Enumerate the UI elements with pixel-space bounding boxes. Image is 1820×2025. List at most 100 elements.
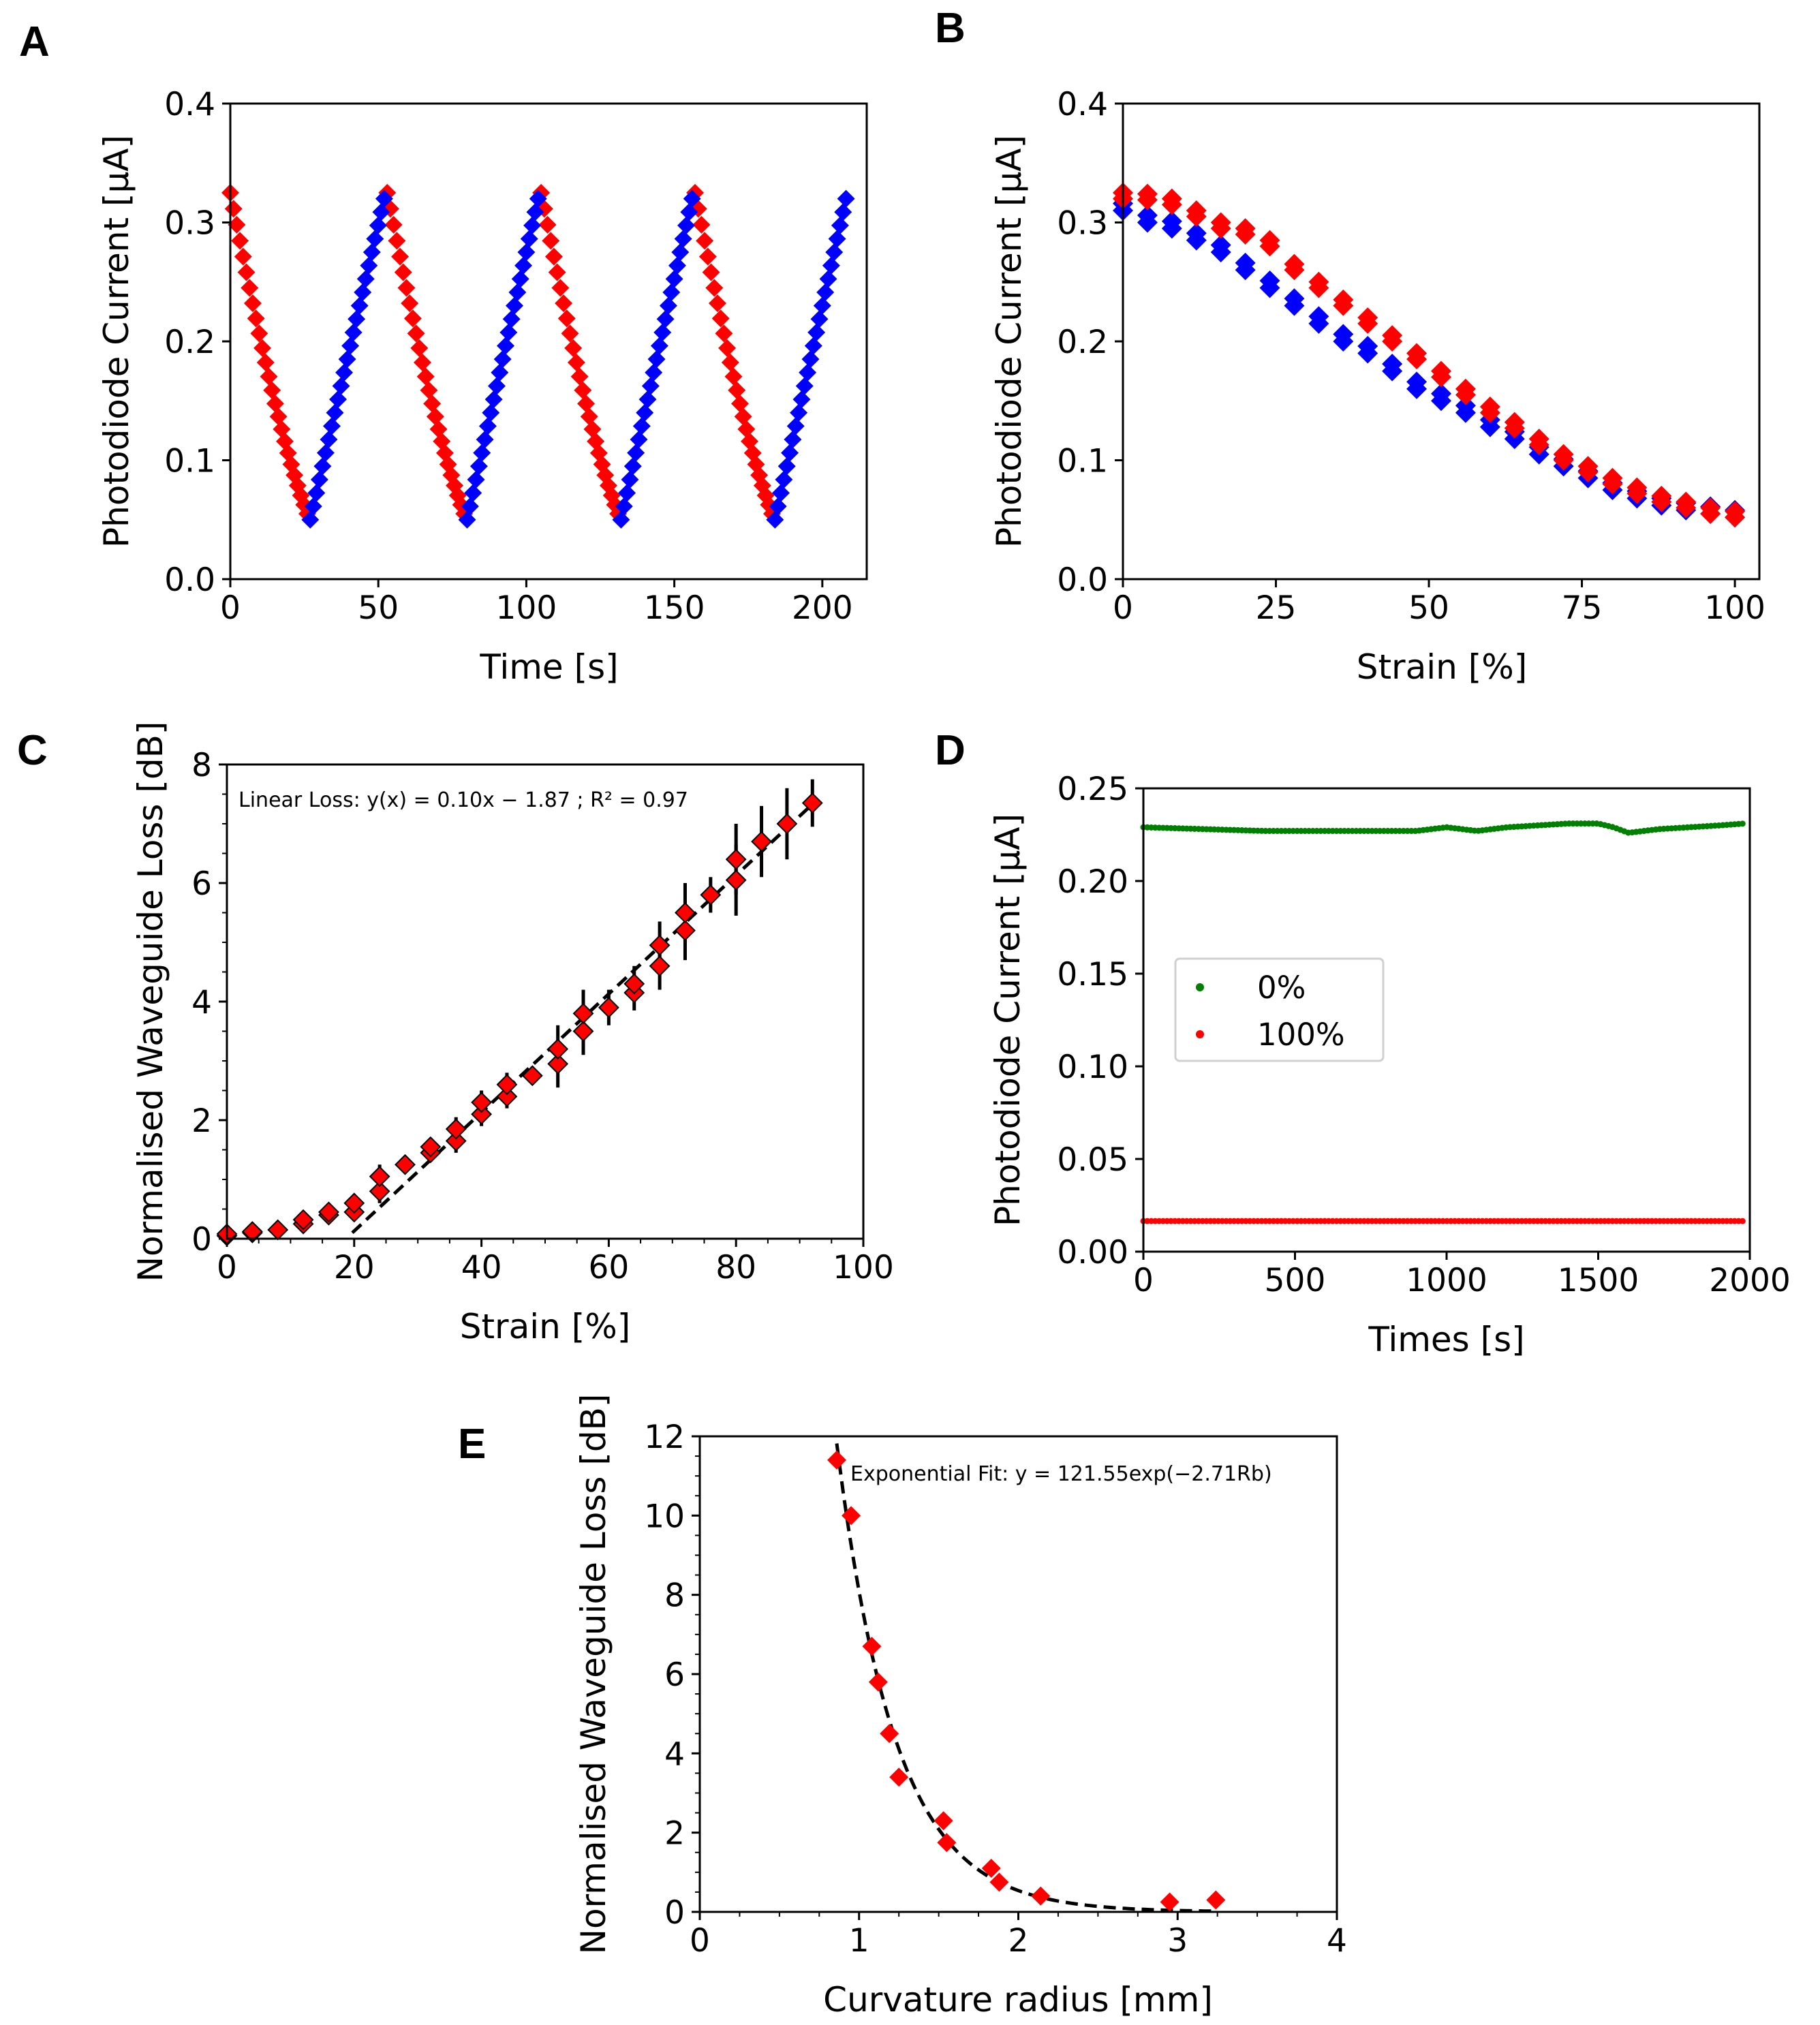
y-axis-label: Photodiode Current [μA]	[988, 814, 1028, 1226]
x-tick-label: 50	[358, 589, 399, 627]
data-point	[711, 309, 730, 328]
data-point	[253, 339, 272, 357]
data-point	[618, 484, 636, 502]
data-point	[557, 309, 576, 328]
panel-a: 0 50 100 150 200 0.0 0.1 0.2 0.3 0.4 Time [s] Photo…	[97, 86, 868, 687]
data-point	[1528, 434, 1549, 455]
y-tick-label: 0.00	[1057, 1234, 1128, 1271]
y-tick-label: 0.4	[1057, 86, 1108, 123]
data-point	[831, 216, 849, 234]
series-release	[301, 189, 855, 529]
data-point	[790, 403, 808, 422]
data-point	[1210, 234, 1231, 256]
data-point	[574, 381, 592, 399]
data-point	[508, 283, 527, 302]
y-tick-label: 6	[664, 1656, 685, 1694]
data-point	[502, 310, 521, 328]
data-point	[804, 337, 822, 355]
data-point	[583, 420, 602, 438]
data-point	[834, 203, 852, 221]
y-tick-label: 4	[664, 1735, 685, 1773]
data-point	[469, 457, 488, 476]
data-point	[766, 510, 784, 529]
data-point	[718, 339, 737, 357]
data-point	[1725, 507, 1746, 528]
data-point	[630, 430, 648, 448]
data-point	[423, 395, 442, 413]
y-tick-label: 8	[191, 747, 212, 784]
data-point	[231, 232, 249, 250]
fit-annotation: Exponential Fit: y = 121.55exp(−2.71Rb)	[850, 1462, 1272, 1486]
data-point	[653, 323, 672, 341]
data-point	[551, 279, 570, 297]
data-point	[572, 1021, 594, 1042]
data-point	[737, 420, 756, 438]
data-point	[458, 510, 476, 529]
data-point	[497, 337, 515, 355]
x-tick-label: 0	[220, 589, 241, 627]
x-tick-label: 1	[849, 1922, 869, 1960]
legend-label: 100%	[1257, 1017, 1345, 1053]
data-point	[329, 390, 348, 409]
data-point	[615, 497, 633, 516]
data-point	[344, 323, 363, 341]
data-point	[564, 339, 583, 357]
x-tick-label: 80	[715, 1249, 756, 1286]
data-point	[636, 403, 654, 422]
data-point	[247, 309, 265, 328]
data-point	[734, 407, 752, 426]
data-point	[623, 973, 645, 995]
data-point	[1333, 295, 1354, 316]
data-point	[1259, 236, 1280, 257]
data-point	[665, 270, 683, 288]
data-point	[799, 363, 817, 382]
data-point	[837, 189, 855, 208]
data-point	[332, 377, 350, 395]
data-point	[335, 363, 354, 382]
data-point	[548, 263, 566, 281]
data-point	[621, 470, 639, 489]
x-axis-label: Times [s]	[1368, 1320, 1524, 1359]
data-point	[989, 1872, 1009, 1892]
data-point	[677, 216, 696, 234]
panel-letter-c: C	[17, 727, 48, 774]
data-point	[473, 444, 491, 462]
data-point	[638, 390, 657, 409]
data-point	[471, 1103, 493, 1125]
y-tick-label: 0	[191, 1221, 212, 1258]
legend-label: 0%	[1257, 970, 1306, 1006]
data-point	[880, 1724, 899, 1744]
data-point	[937, 1833, 957, 1853]
x-axis-label: Curvature radius [mm]	[823, 1980, 1213, 2020]
data-point	[1206, 1890, 1226, 1910]
data-point	[816, 283, 835, 302]
data-point	[476, 430, 494, 448]
data-point	[813, 296, 831, 315]
data-point	[801, 792, 823, 814]
data-point	[715, 324, 733, 343]
data-point	[801, 350, 820, 369]
panel-letter-e: E	[458, 1421, 486, 1468]
data-point	[1382, 331, 1403, 352]
data-point	[234, 247, 252, 266]
legend-marker	[1196, 983, 1204, 991]
data-point	[487, 377, 506, 395]
data-point	[1626, 483, 1648, 504]
x-tick-label: 150	[644, 589, 705, 627]
plot-area	[221, 183, 855, 529]
data-point	[827, 1450, 847, 1470]
data-point	[1700, 504, 1721, 525]
data-point	[1602, 474, 1623, 495]
data-point	[705, 279, 724, 297]
data-point	[372, 203, 390, 221]
axes: 0 50 100 150 200 0.0 0.1 0.2 0.3 0.4 Time [s] Photo…	[97, 86, 853, 687]
axes: 0 25 50 75 100 0.0 0.1 0.2 0.3 0.4 Strain [%] Photo…	[989, 86, 1765, 687]
y-tick-label: 0.05	[1057, 1141, 1128, 1179]
data-point	[356, 270, 375, 288]
y-tick-label: 0.0	[164, 561, 215, 599]
legend-marker	[1196, 1030, 1204, 1038]
data-point	[708, 294, 726, 313]
data-point	[772, 484, 790, 502]
data-point	[388, 232, 406, 250]
